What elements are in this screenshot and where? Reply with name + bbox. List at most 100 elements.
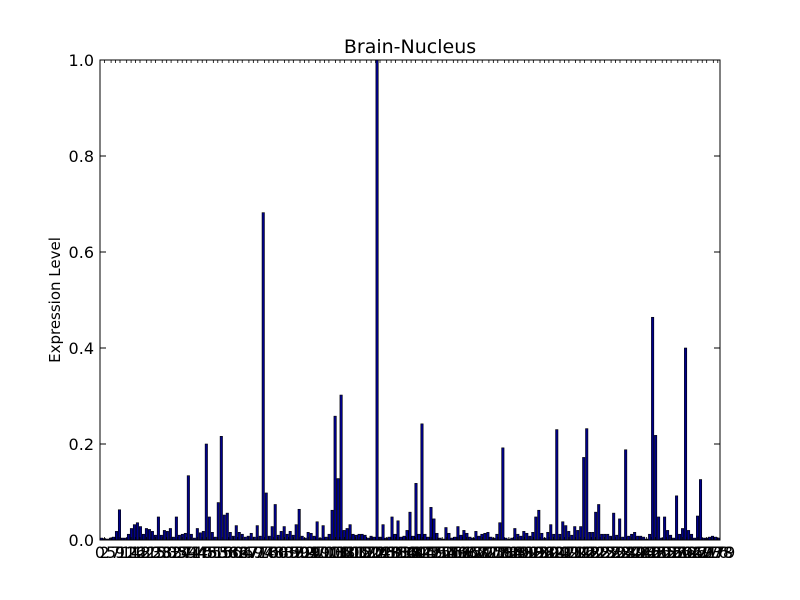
x-tick-label: 250 xyxy=(640,543,671,562)
bar xyxy=(228,532,232,541)
plot-frame xyxy=(99,59,721,541)
bar xyxy=(624,449,628,541)
bar xyxy=(198,532,202,541)
bar xyxy=(264,492,268,541)
y-tick-label: 0.4 xyxy=(69,339,94,358)
x-tick-label: 179 xyxy=(483,543,514,562)
x-tick-label: 18 xyxy=(130,543,150,562)
x-tick-label: 44 xyxy=(188,543,208,562)
bar xyxy=(141,533,145,541)
x-tick-label: 106 xyxy=(320,543,351,562)
x-tick-label: 182 xyxy=(489,543,520,562)
y-ticks-group: 0.0 0.2 0.4 0.6 0.8 1.0 xyxy=(69,51,720,550)
bar xyxy=(249,532,253,541)
bar xyxy=(381,524,385,541)
x-tick-label: 156 xyxy=(431,543,462,562)
bar xyxy=(585,428,589,541)
x-tick-label: 35 xyxy=(168,543,188,562)
x-tick-label: 110 xyxy=(329,543,360,562)
bar xyxy=(588,532,592,541)
x-tick-label: 131 xyxy=(376,543,407,562)
x-tick-label: 260 xyxy=(663,543,694,562)
bar xyxy=(696,515,700,541)
bar xyxy=(390,516,394,541)
x-tick-label: 152 xyxy=(423,543,454,562)
x-tick-label: 198 xyxy=(525,543,556,562)
bar xyxy=(360,533,364,541)
bar xyxy=(534,516,538,541)
x-tick-label: 138 xyxy=(391,543,422,562)
bar xyxy=(339,394,343,541)
bar xyxy=(225,512,229,541)
x-tick-label: 126 xyxy=(365,543,396,562)
x-tick-label: 209 xyxy=(549,543,580,562)
bar xyxy=(135,522,139,541)
x-tick-label: 71 xyxy=(248,543,268,562)
x-tick-label: 103 xyxy=(314,543,345,562)
x-tick-label: 239 xyxy=(616,543,647,562)
bar xyxy=(195,528,199,541)
x-ticks-group: 0257912141618212325283032353739414446485… xyxy=(95,60,735,562)
x-tick-label: 225 xyxy=(585,543,616,562)
x-tick-label: 253 xyxy=(647,543,678,562)
bar xyxy=(498,522,502,541)
x-tick-label: 227 xyxy=(589,543,620,562)
x-tick-label: 94 xyxy=(299,543,319,562)
x-tick-label: 67 xyxy=(239,543,259,562)
bar xyxy=(576,530,580,541)
bar xyxy=(417,533,421,541)
bar xyxy=(663,516,667,541)
bar xyxy=(423,533,427,541)
bar xyxy=(150,531,154,541)
bar xyxy=(627,535,631,541)
bar xyxy=(570,534,574,541)
y-tick-label: 0.8 xyxy=(69,147,94,166)
x-tick-label: 122 xyxy=(356,543,387,562)
x-tick-label: 271 xyxy=(687,543,718,562)
y-tick-label: 0.2 xyxy=(69,435,94,454)
bar xyxy=(429,507,433,541)
bar xyxy=(207,516,211,541)
x-tick-label: 204 xyxy=(538,543,569,562)
bar xyxy=(147,529,151,541)
bar xyxy=(402,535,406,541)
x-tick-label: 202 xyxy=(534,543,565,562)
x-tick-label: 69 xyxy=(243,543,263,562)
x-tick-label: 149 xyxy=(416,543,447,562)
bar xyxy=(222,514,226,541)
y-tick-label: 0.0 xyxy=(69,531,94,550)
bar xyxy=(396,520,400,541)
x-tick-label: 195 xyxy=(518,543,549,562)
bar xyxy=(447,532,451,541)
bar xyxy=(459,534,463,541)
x-tick-label: 154 xyxy=(427,543,458,562)
x-tick-label: 241 xyxy=(620,543,651,562)
x-tick-label: 262 xyxy=(667,543,698,562)
x-tick-label: 170 xyxy=(463,543,494,562)
x-tick-label: 145 xyxy=(407,543,438,562)
x-tick-label: 41 xyxy=(181,543,201,562)
x-tick-label: 48 xyxy=(196,543,216,562)
x-tick-label: 232 xyxy=(600,543,631,562)
bar xyxy=(321,525,325,541)
x-tick-label: 16 xyxy=(125,543,145,562)
x-tick-label: 191 xyxy=(509,543,540,562)
bar xyxy=(117,509,121,541)
x-tick-label: 257 xyxy=(656,543,687,562)
bar xyxy=(261,212,265,541)
bar xyxy=(678,533,682,541)
x-tick-label: 269 xyxy=(683,543,714,562)
bar xyxy=(177,534,181,541)
bar xyxy=(258,535,262,541)
x-tick-label: 124 xyxy=(360,543,391,562)
x-tick-label: 62 xyxy=(228,543,248,562)
bar xyxy=(174,516,178,541)
bar xyxy=(648,533,652,541)
bar xyxy=(612,512,616,541)
bar xyxy=(204,443,208,541)
bar xyxy=(657,516,661,541)
bar xyxy=(237,532,241,541)
x-tick-label: 0 xyxy=(95,543,105,562)
bar xyxy=(618,518,622,541)
x-tick-label: 23 xyxy=(141,543,161,562)
